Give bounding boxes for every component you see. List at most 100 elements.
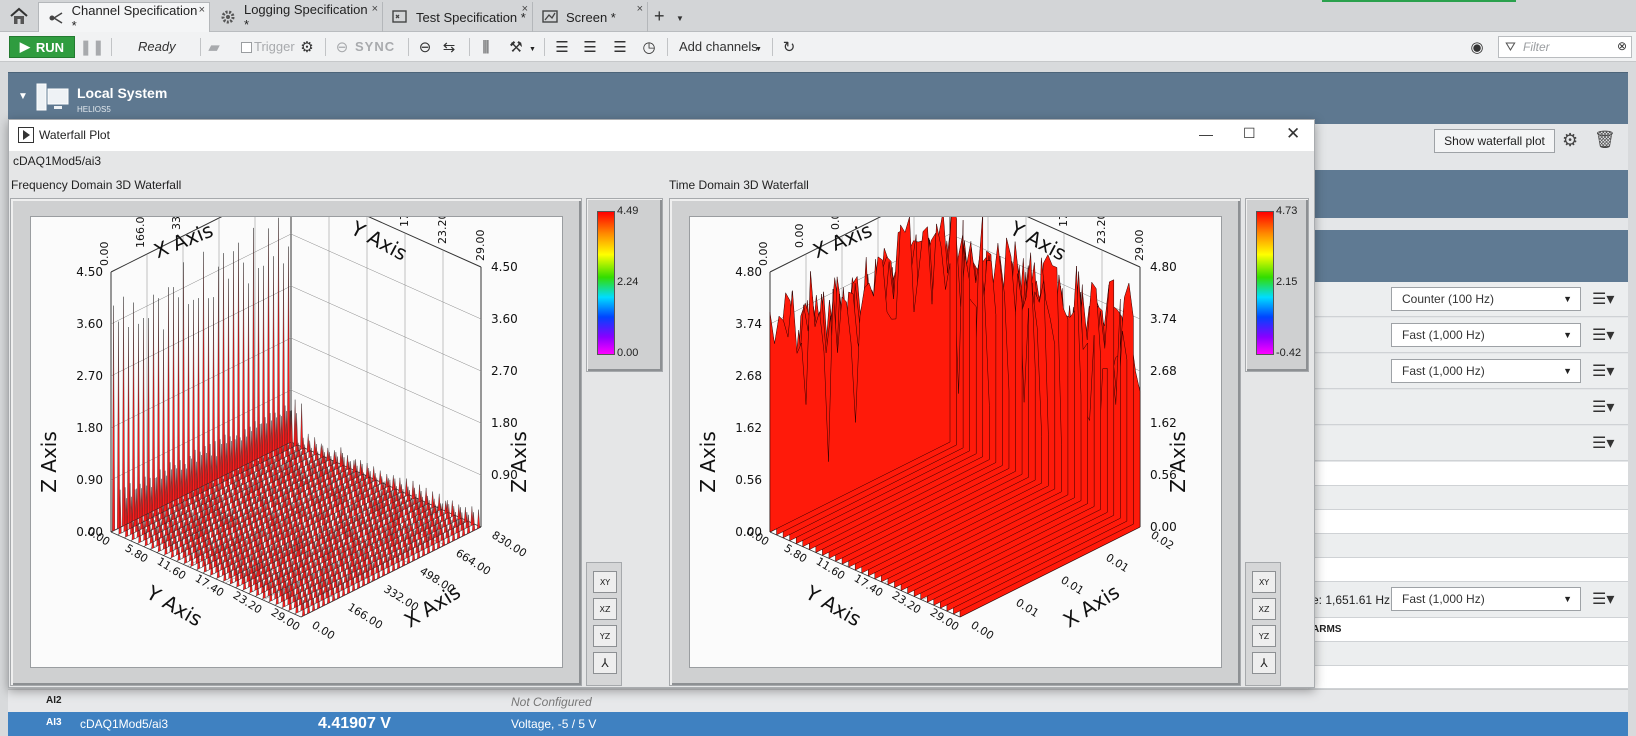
tab-screen[interactable]: Screen * ×: [533, 2, 648, 32]
legend-max: 4.49: [617, 205, 639, 217]
table-row[interactable]: AI2 Not Configured: [8, 689, 1628, 712]
undo-icon[interactable]: ↻: [782, 39, 796, 56]
z-axis-title: Z Axis: [37, 431, 61, 493]
comment-icon[interactable]: ▰: [208, 39, 220, 56]
view-xy-button[interactable]: XY: [1252, 571, 1276, 593]
y-tick-label: 17.40: [398, 217, 411, 227]
z-tick-label-right: 0.00: [1150, 520, 1177, 534]
columns-icon[interactable]: ⫼: [482, 38, 490, 56]
waterfall-trace: [300, 509, 482, 618]
tab-channel-specification[interactable]: Channel Specification * ×: [38, 2, 210, 33]
x-tick-label: 0.00: [757, 242, 770, 267]
chevron-down-icon: ▼: [1563, 294, 1572, 304]
legend-mid: 2.24: [617, 276, 639, 288]
chevron-down-icon: ▼: [1563, 330, 1572, 340]
rotate-view-button[interactable]: ⅄: [1252, 652, 1276, 674]
time-waterfall-plot: 0.020.010.010.010.000.000.005.8011.6017.…: [696, 152, 1190, 643]
z-tick-label-right: 0.56: [1150, 468, 1177, 482]
view-xy-button[interactable]: XY: [593, 571, 617, 593]
close-icon[interactable]: ×: [198, 4, 205, 16]
list-indent-icon[interactable]: ☰: [555, 39, 569, 56]
menu-icon[interactable]: ☰▾: [1592, 435, 1615, 452]
list-icon[interactable]: ☰: [613, 39, 627, 56]
eye-icon[interactable]: ◉: [1470, 39, 1484, 56]
close-icon[interactable]: ✕: [1286, 124, 1301, 143]
y-tick-label: 23.20: [436, 217, 449, 244]
chevron-down-icon[interactable]: ▼: [755, 46, 762, 53]
x-axis-title: X Axis: [809, 218, 875, 263]
close-icon[interactable]: ×: [371, 3, 378, 15]
view-yz-button[interactable]: YZ: [593, 625, 617, 647]
rate-dropdown[interactable]: Fast (1,000 Hz) ▼: [1391, 587, 1581, 611]
view-xz-button[interactable]: XZ: [593, 598, 617, 620]
trigger-checkbox[interactable]: [235, 36, 257, 58]
tools-icon[interactable]: ⚒: [509, 39, 523, 56]
menu-icon[interactable]: ☰▾: [1592, 291, 1615, 308]
minimize-icon[interactable]: —: [1199, 126, 1213, 142]
z-tick-label: 3.60: [76, 317, 103, 331]
separator: [469, 38, 470, 56]
channel-status: Not Configured: [511, 695, 592, 709]
grid-line: [290, 285, 482, 372]
x-tick-label-bottom: 0.00: [968, 619, 996, 643]
add-tab-button[interactable]: +: [654, 6, 665, 26]
show-waterfall-button[interactable]: Show waterfall plot: [1434, 129, 1555, 153]
filter-input[interactable]: ⛛ Filter ⊗: [1498, 36, 1632, 58]
local-system-header[interactable]: ▼ Local System HELIOS5: [8, 72, 1628, 124]
list-outdent-icon[interactable]: ☰: [583, 39, 597, 56]
add-channels-button[interactable]: Add channels: [679, 39, 758, 54]
channel-value: 4.41907 V: [318, 715, 391, 732]
table-row: [1308, 666, 1628, 689]
gear-icon[interactable]: ⚙: [1562, 130, 1579, 150]
filter-icon: ⛛: [1505, 39, 1516, 54]
maximize-icon[interactable]: ☐: [1243, 125, 1256, 141]
table-row[interactable]: AI3 cDAQ1Mod5/ai3 4.41907 V Voltage, -5 …: [8, 712, 1628, 736]
channel-icon: [47, 9, 65, 27]
refresh-icon[interactable]: ⇆: [442, 39, 456, 56]
view-yz-button[interactable]: YZ: [1252, 625, 1276, 647]
time-legend: 4.73 2.15 -0.42: [1245, 198, 1309, 372]
home-icon[interactable]: [0, 0, 38, 32]
freq-plot-area[interactable]: 830.00664.00498.00332.00166.000.000.005.…: [30, 138, 563, 668]
menu-icon[interactable]: ☰▾: [1592, 399, 1615, 416]
rotate-view-button[interactable]: ⅄: [593, 652, 617, 674]
chevron-down-icon[interactable]: ▼: [529, 46, 536, 53]
menu-icon[interactable]: ☰▾: [1592, 363, 1615, 380]
z-tick-label: 3.74: [735, 317, 762, 331]
clear-icon[interactable]: ⊗: [1616, 39, 1627, 53]
channel-id: AI3: [46, 717, 62, 728]
stop-icon[interactable]: ⊖: [418, 39, 432, 56]
y-tick-label-bottom: 0.00: [744, 525, 772, 549]
menu-icon[interactable]: ☰▾: [1592, 591, 1615, 608]
accent-strip: [1322, 0, 1516, 2]
status-text: Ready: [138, 39, 176, 54]
rate-dropdown[interactable]: Fast (1,000 Hz) ▼: [1391, 323, 1581, 347]
freq-waterfall-plot: 830.00664.00498.00332.00166.000.000.005.…: [37, 138, 531, 643]
close-icon[interactable]: ×: [521, 3, 528, 15]
trash-icon[interactable]: 🗑: [1594, 130, 1616, 149]
menu-icon[interactable]: ☰▾: [1592, 327, 1615, 344]
rate-dropdown[interactable]: Fast (1,000 Hz) ▼: [1391, 359, 1581, 383]
separator: [111, 38, 112, 56]
tab-logging-specification[interactable]: Logging Specification * ×: [211, 2, 383, 32]
time-plot-area[interactable]: 0.020.010.010.010.000.000.005.8011.6017.…: [689, 152, 1222, 668]
tab-overflow-icon[interactable]: ▼: [676, 14, 684, 23]
tab-test-specification[interactable]: Test Specification * ×: [383, 2, 533, 32]
z-tick-label-right: 4.50: [491, 260, 518, 274]
collapse-icon[interactable]: ▼: [18, 91, 28, 102]
view-xz-button[interactable]: XZ: [1252, 598, 1276, 620]
close-icon[interactable]: ×: [636, 3, 643, 15]
table-row: [1308, 642, 1628, 666]
y-axis-title-bottom: Y Axis: [142, 580, 207, 631]
x-axis-title: X Axis: [150, 218, 216, 263]
clock-icon[interactable]: ◷: [642, 39, 656, 56]
z-tick-label-right: 3.60: [491, 312, 518, 326]
pause-icon[interactable]: ❚❚: [79, 39, 105, 56]
rate-row: ☰▾: [1308, 390, 1628, 425]
freq-view-tools: XY XZ YZ ⅄: [586, 562, 622, 686]
gear-icon[interactable]: ⚙: [300, 39, 314, 56]
rate-dropdown[interactable]: Counter (100 Hz) ▼: [1391, 287, 1581, 311]
run-button[interactable]: ▶ RUN: [9, 36, 75, 58]
channel-range: Voltage, -5 / 5 V: [511, 717, 597, 731]
tab-bar: Channel Specification * × Logging Specif…: [0, 0, 1636, 33]
